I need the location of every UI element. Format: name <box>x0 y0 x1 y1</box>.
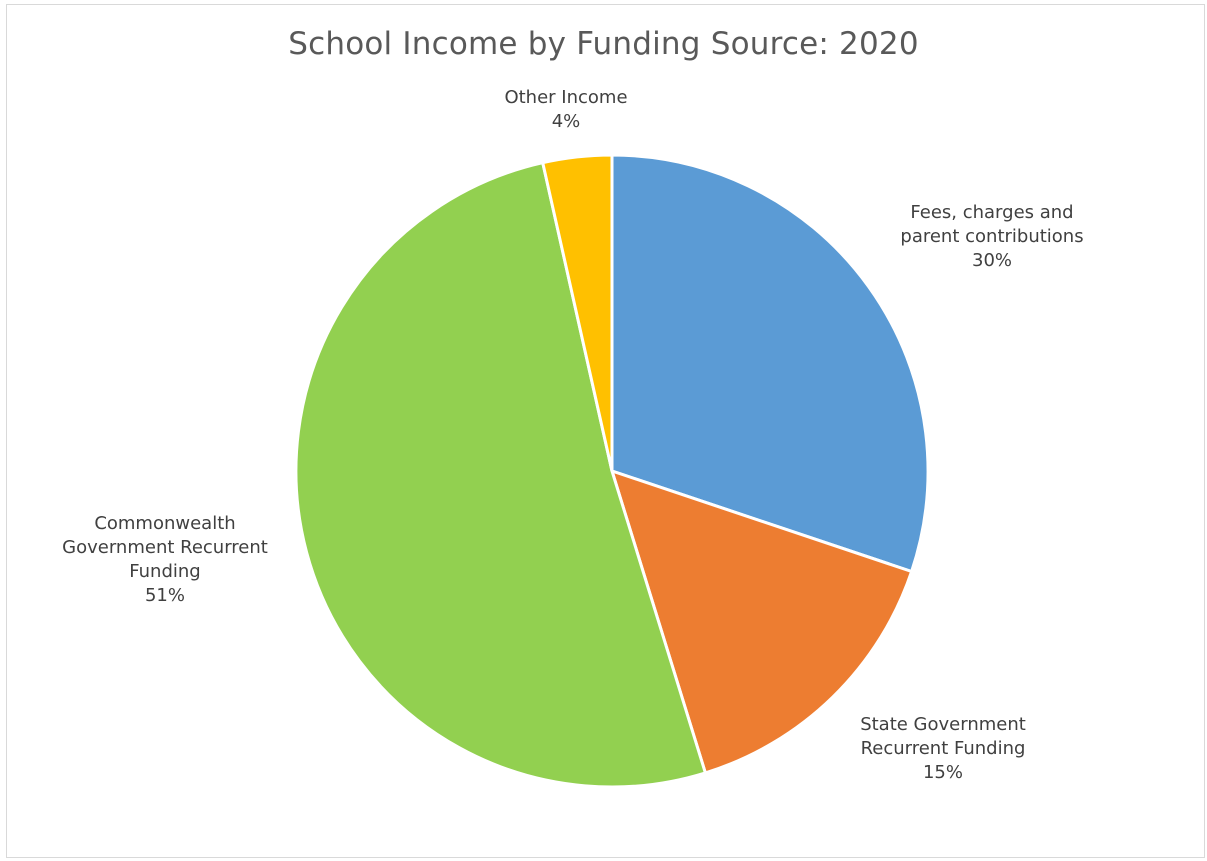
data-label-percent: 4% <box>551 111 581 132</box>
data-label-name: Government Recurrent <box>62 537 268 558</box>
data-label-name: parent contributions <box>900 226 1084 247</box>
data-label-percent: 30% <box>971 250 1013 271</box>
data-label-name: Funding <box>129 561 201 582</box>
data-label-name: State Government <box>860 714 1026 735</box>
data-label-percent: 51% <box>144 585 185 606</box>
label-fees: Fees, charges and parent contributions 30% <box>900 201 1083 273</box>
data-label-name: Fees, charges and <box>910 202 1074 223</box>
slice-other <box>541 153 614 473</box>
data-label-name: Other Income <box>504 87 628 108</box>
slice-fees <box>610 153 930 573</box>
slice-commonwealth <box>294 161 707 789</box>
label-state: State Government Recurrent Funding 15% <box>860 713 1026 785</box>
data-label-percent: 15% <box>922 762 963 783</box>
chart-title: School Income by Funding Source: 2020 <box>288 26 919 62</box>
slice-state <box>610 469 914 775</box>
data-label-name: Recurrent Funding <box>860 738 1026 759</box>
label-other: Other Income 4% <box>504 86 627 134</box>
label-commonwealth: Commonwealth Government Recurrent Funding 5… <box>62 512 268 608</box>
data-label-name: Commonwealth <box>94 513 236 534</box>
